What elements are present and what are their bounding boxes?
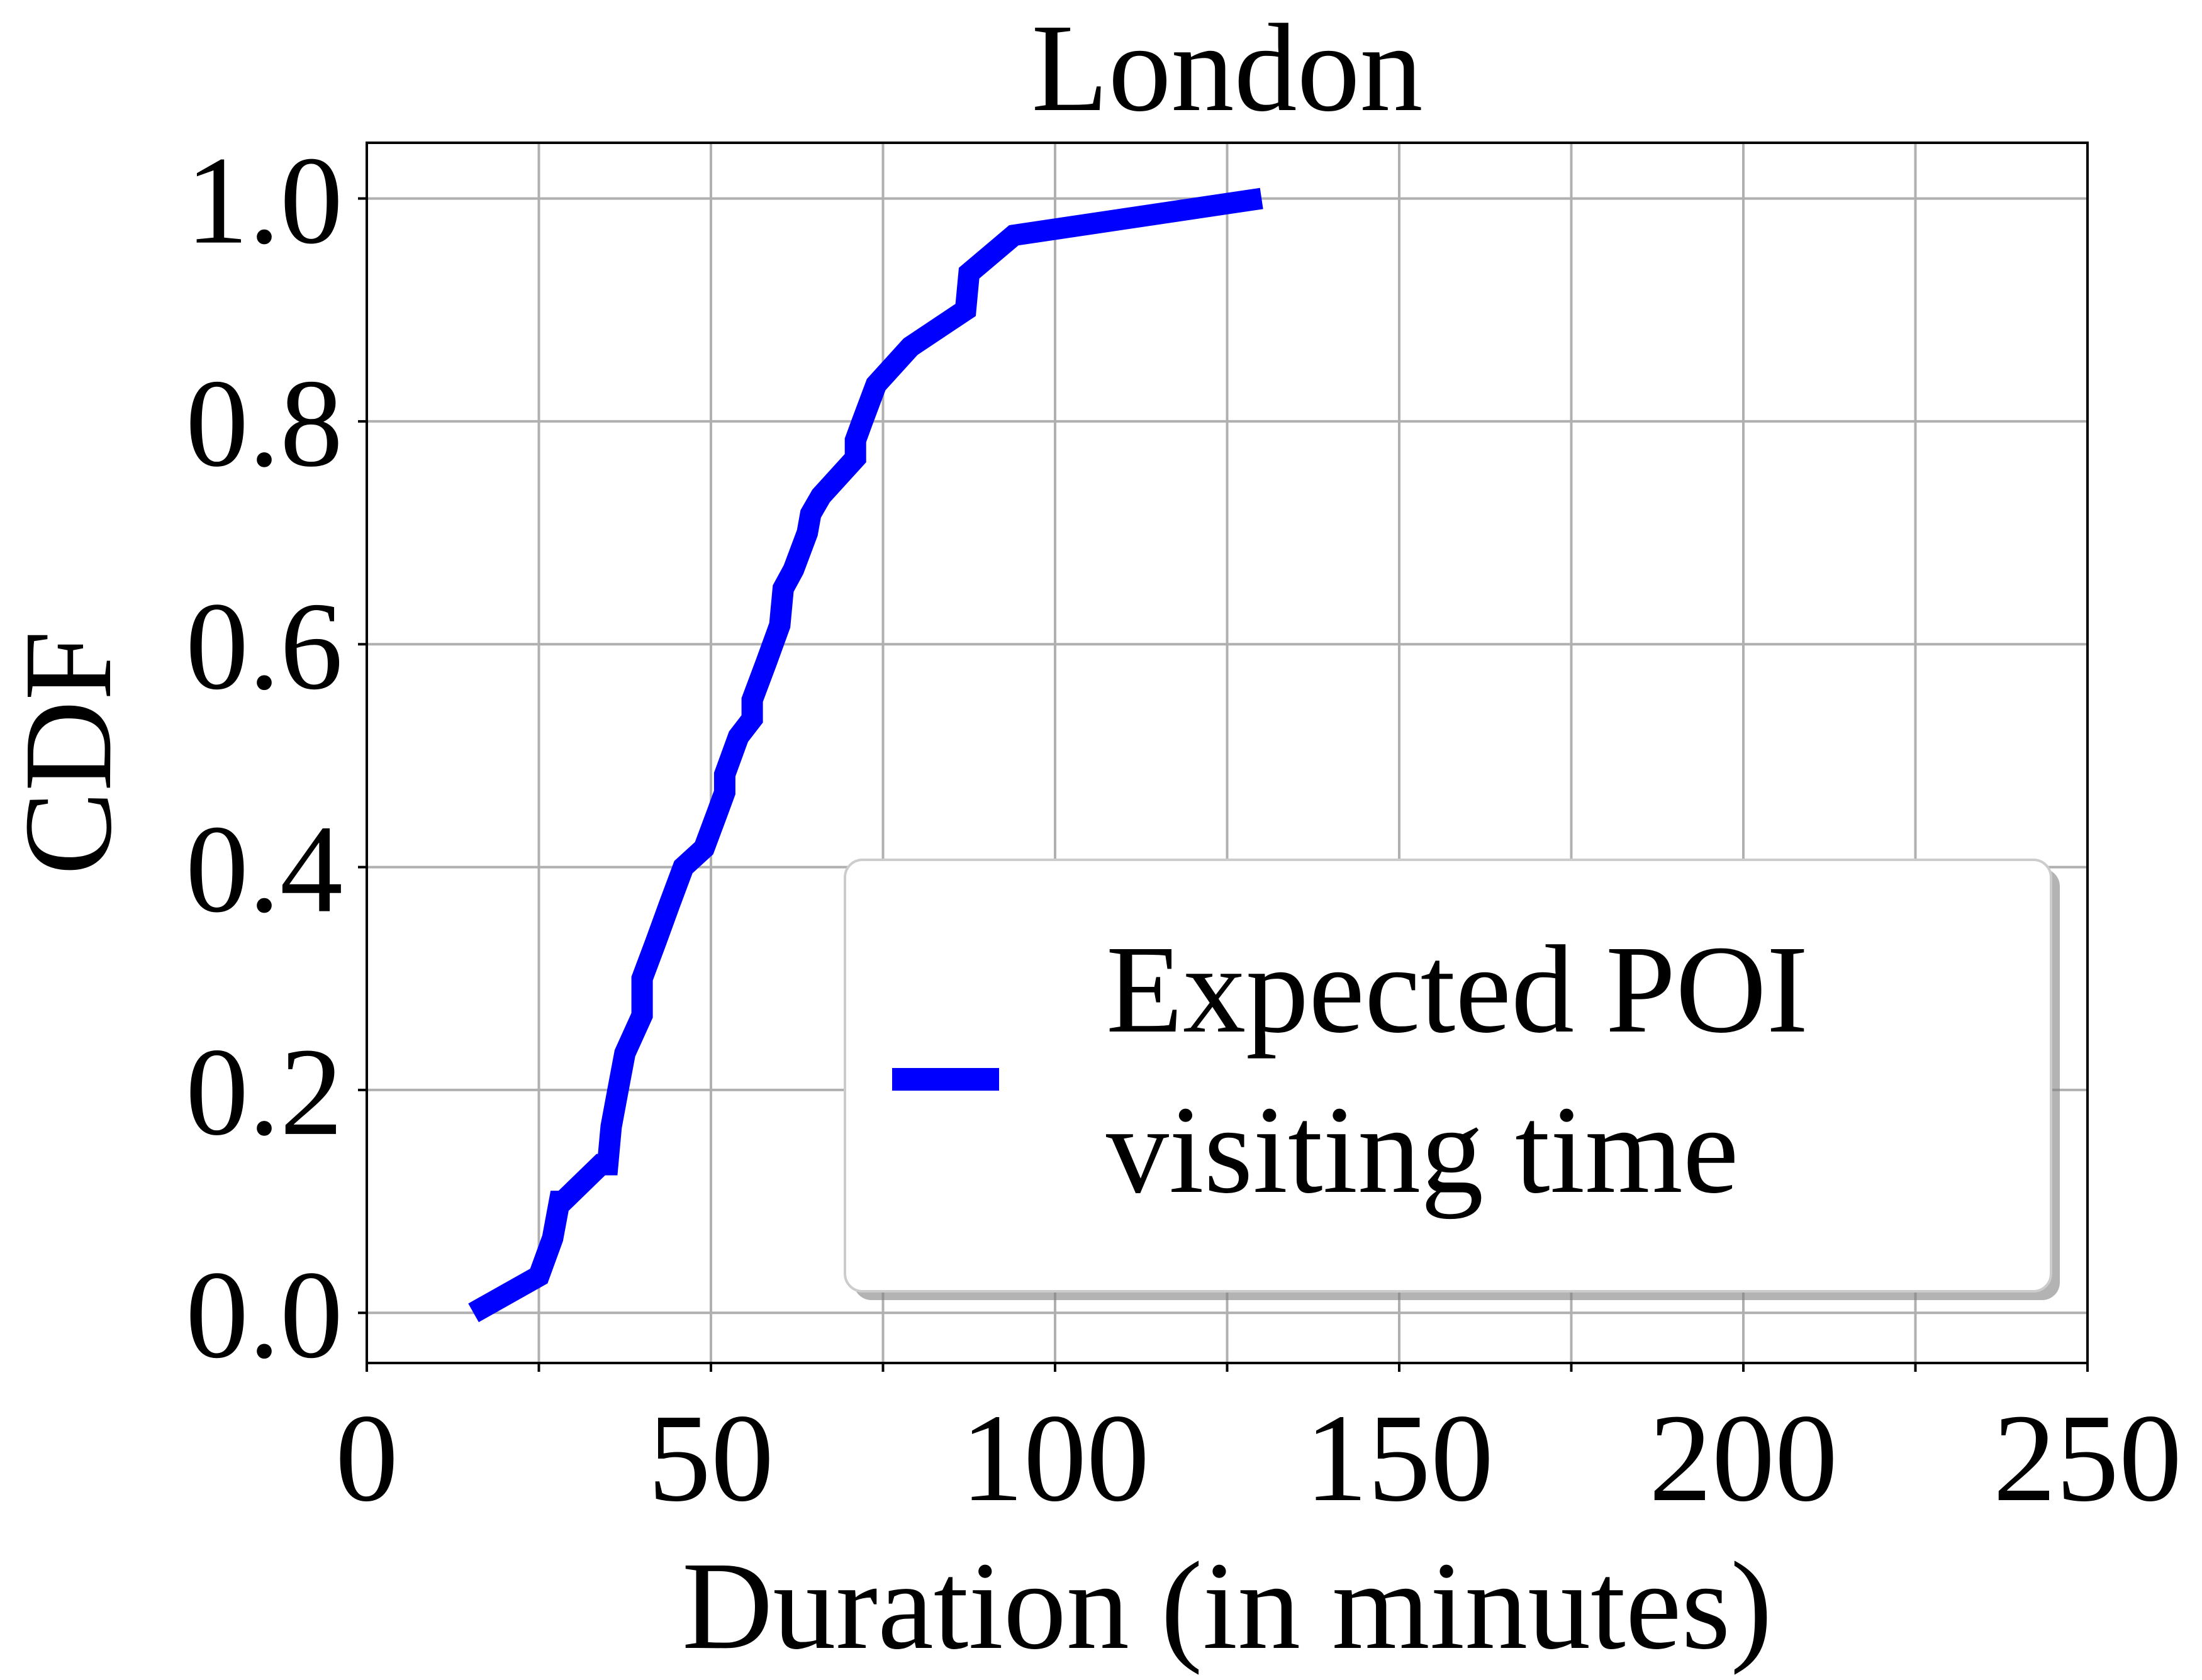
y-tick-label: 0.8 <box>186 354 343 493</box>
series-layer <box>468 187 1263 1323</box>
y-tick-label: 0.0 <box>186 1245 343 1384</box>
y-axis-label: CDF <box>0 630 138 875</box>
legend-box <box>844 859 2052 1293</box>
x-tick-label: 50 <box>648 1389 774 1528</box>
legend-text-line: Expected POI <box>1106 920 1808 1059</box>
legend-entry-label: Expected POI visiting time <box>1106 920 1808 1220</box>
y-tick-label: 0.6 <box>186 577 343 716</box>
x-tick-label: 150 <box>1305 1389 1494 1528</box>
y-tick-label: 0.4 <box>186 800 343 939</box>
y-tick-label: 1.0 <box>186 131 343 270</box>
tick-layer: 0 50 100 150 200 250 0.0 0.2 0.4 0.6 0.8 1.0 <box>186 131 2182 1528</box>
x-tick-label: 100 <box>961 1389 1149 1528</box>
x-axis-label: Duration (in minutes) <box>682 1537 1772 1676</box>
chart-title: London <box>1031 0 1422 138</box>
series-line <box>468 187 1263 1323</box>
y-tick-label: 0.2 <box>186 1023 343 1162</box>
x-tick-label: 250 <box>1993 1389 2182 1528</box>
x-tick-label: 200 <box>1649 1389 1838 1528</box>
legend: Expected POI visiting time <box>844 859 2060 1300</box>
legend-text-line: visiting time <box>1106 1081 1739 1220</box>
x-tick-label: 0 <box>335 1389 398 1528</box>
